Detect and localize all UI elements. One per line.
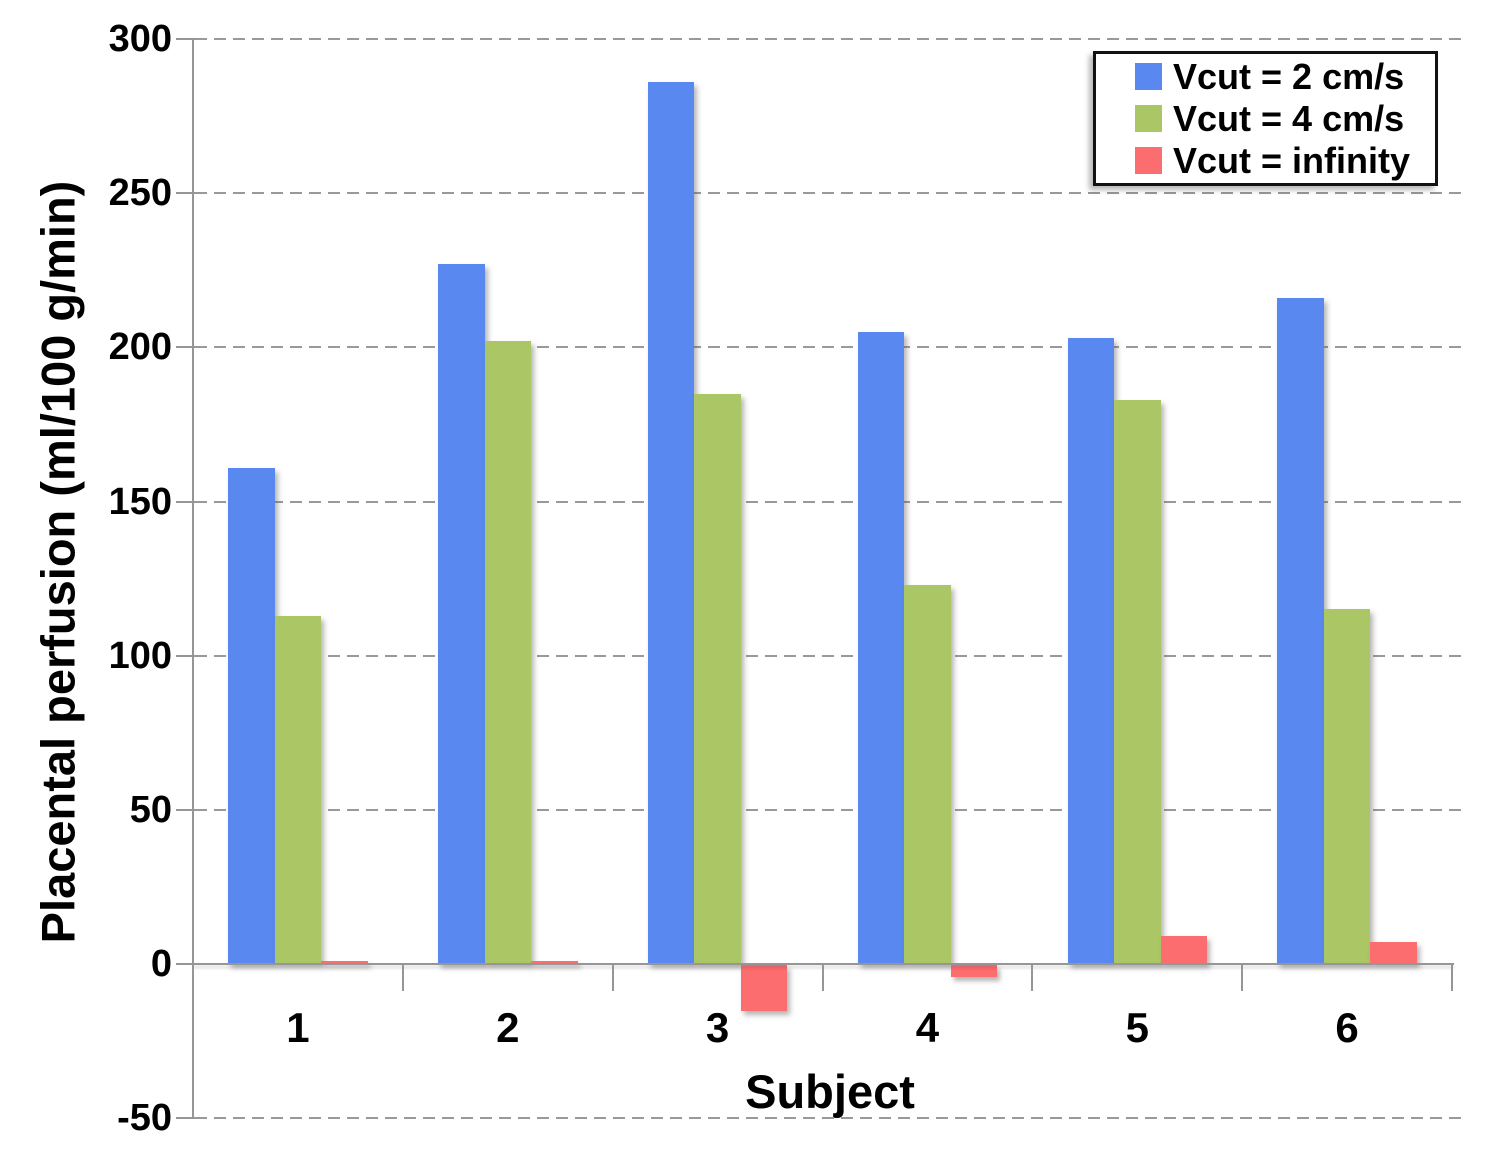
- y-tick-label: 100: [108, 634, 172, 677]
- gridline--50: [176, 1117, 1466, 1120]
- y-tick-label: 150: [108, 480, 172, 523]
- bar-series2-subject3: [694, 393, 741, 964]
- y-tick-label: 250: [108, 172, 172, 215]
- bar-series3-subject5: [1160, 936, 1207, 964]
- gridline-100: [176, 654, 1466, 657]
- y-axis-line: [192, 39, 194, 1119]
- bar-series1-subject3: [647, 82, 695, 964]
- bar-series3-subject4: [950, 965, 998, 978]
- gridline-200: [176, 346, 1466, 349]
- category-label: 3: [705, 1004, 730, 1051]
- bar-series2-subject4: [904, 584, 951, 964]
- y-tick-label: 50: [129, 788, 172, 831]
- y-tick: [176, 192, 195, 195]
- category-label: 1: [286, 1004, 310, 1051]
- legend-label: Vcut = 2 cm/s: [1173, 55, 1405, 97]
- x-tick: [1031, 964, 1034, 991]
- bar-series3-subject3: [740, 965, 788, 1012]
- x-tick: [1451, 964, 1453, 991]
- legend-item-vcut-2: Vcut = 2 cm/s: [1135, 55, 1435, 97]
- y-tick-label: -50: [117, 1097, 172, 1140]
- bar-series2-subject1: [274, 615, 322, 964]
- bar-series1-subject6: [1277, 298, 1324, 964]
- gridline-150: [176, 500, 1466, 503]
- x-tick: [401, 964, 404, 991]
- legend-swatch-green-icon: [1135, 105, 1162, 132]
- bar-series3-subject2: [531, 960, 578, 964]
- y-tick: [176, 808, 195, 811]
- category-label: 4: [915, 1004, 940, 1051]
- y-tick-label: 300: [108, 18, 172, 60]
- legend-label: Vcut = 4 cm/s: [1173, 97, 1405, 139]
- bar-series1-subject2: [438, 264, 485, 964]
- x-tick: [611, 964, 614, 991]
- y-tick-label: 200: [108, 326, 172, 369]
- category-label: 2: [496, 1004, 520, 1051]
- x-axis-line: [193, 963, 1454, 965]
- legend-item-vcut-infinity: Vcut = infinity: [1135, 139, 1435, 181]
- legend-swatch-blue-icon: [1135, 63, 1162, 90]
- bar-series2-subject6: [1323, 609, 1371, 964]
- bar-series1-subject4: [857, 331, 905, 964]
- legend: Vcut = 2 cm/s Vcut = 4 cm/s Vcut = infin…: [1093, 51, 1438, 186]
- bar-series3-subject1: [321, 960, 368, 964]
- x-tick: [1241, 964, 1244, 991]
- category-label: 5: [1125, 1004, 1149, 1051]
- gridline-300: [176, 38, 1466, 40]
- gridline-250: [176, 192, 1466, 195]
- category-label: 6: [1335, 1004, 1359, 1051]
- bar-series1-subject1: [228, 467, 275, 964]
- y-tick: [176, 963, 195, 965]
- bar-series2-subject5: [1114, 399, 1161, 964]
- legend-swatch-red-icon: [1135, 147, 1162, 174]
- bar-series3-subject6: [1370, 942, 1417, 964]
- y-tick-label: 0: [150, 943, 172, 985]
- y-tick: [176, 500, 195, 503]
- x-tick: [821, 964, 824, 991]
- y-tick: [176, 346, 195, 349]
- bar-series2-subject2: [484, 341, 531, 964]
- y-tick: [176, 38, 195, 40]
- y-tick: [176, 1117, 195, 1120]
- gridline-50: [176, 808, 1466, 811]
- legend-item-vcut-4: Vcut = 4 cm/s: [1135, 97, 1435, 139]
- x-axis-title: Subject: [745, 1065, 915, 1118]
- bar-series1-subject5: [1067, 338, 1114, 964]
- legend-label: Vcut = infinity: [1173, 139, 1411, 181]
- y-tick: [176, 654, 195, 657]
